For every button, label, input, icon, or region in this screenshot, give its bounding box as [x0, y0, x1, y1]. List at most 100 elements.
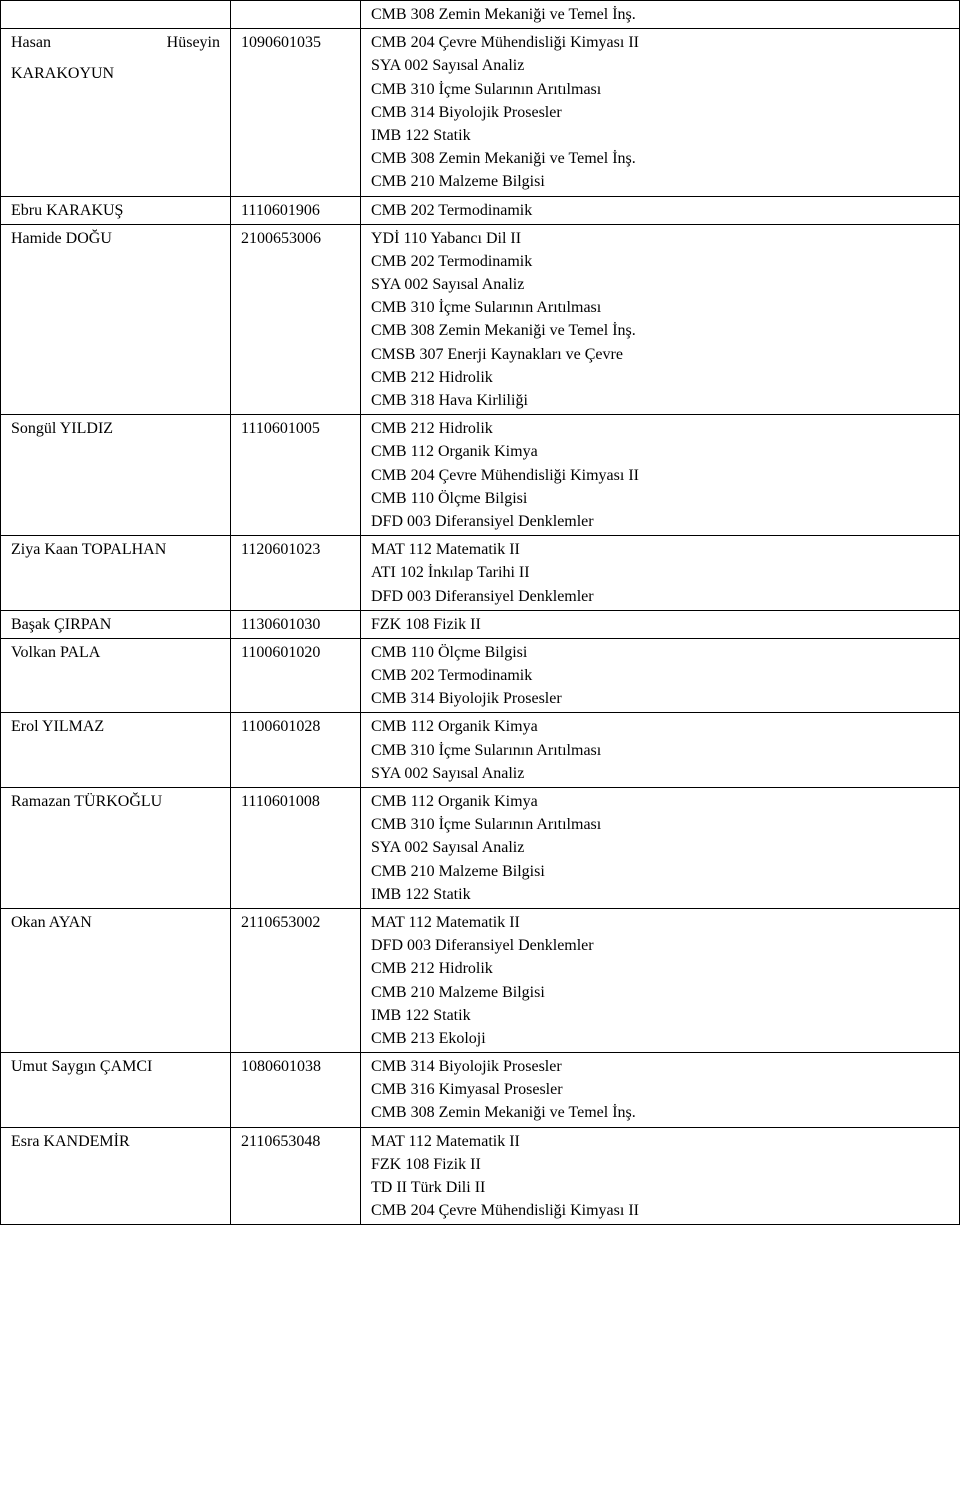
courses-cell: CMB 308 Zemin Mekaniği ve Temel İnş. [361, 1, 960, 29]
student-name: Ziya Kaan TOPALHAN [11, 541, 166, 558]
courses-cell: MAT 112 Matematik IIFZK 108 Fizik IITD I… [361, 1127, 960, 1225]
courses-cell: CMB 204 Çevre Mühendisliği Kimyası IISYA… [361, 29, 960, 196]
student-middle-name: Hüseyin [167, 31, 220, 54]
courses-cell: MAT 112 Matematik IIDFD 003 Diferansiyel… [361, 908, 960, 1052]
course-entry: CMB 204 Çevre Mühendisliği Kimyası II [371, 31, 949, 54]
student-id-cell: 1110601005 [231, 415, 361, 536]
course-entry: CMB 210 Malzeme Bilgisi [371, 860, 949, 883]
course-entry: CMSB 307 Enerji Kaynakları ve Çevre [371, 343, 949, 366]
table-row: Okan AYAN 2110653002 MAT 112 Matematik IID… [1, 908, 960, 1052]
student-name-cell: Umut Saygın ÇAMCI [1, 1053, 231, 1128]
course-entry: CMB 316 Kimyasal Prosesler [371, 1078, 949, 1101]
student-id: 1100601020 [241, 644, 320, 661]
student-name-cell [1, 1, 231, 29]
course-entry: CMB 204 Çevre Mühendisliği Kimyası II [371, 1199, 949, 1222]
course-entry: ATI 102 İnkılap Tarihi II [371, 561, 949, 584]
course-entry: IMB 122 Statik [371, 1004, 949, 1027]
courses-cell: MAT 112 Matematik IIATI 102 İnkılap Tari… [361, 536, 960, 611]
student-name-cell: Esra KANDEMİR [1, 1127, 231, 1225]
student-id: 1110601906 [241, 202, 320, 219]
student-name-cell: Songül YILDIZ [1, 415, 231, 536]
course-entry: CMB 314 Biyolojik Prosesler [371, 1055, 949, 1078]
course-entry: CMB 310 İçme Sularının Arıtılması [371, 739, 949, 762]
student-name-cell: Erol YILMAZ [1, 713, 231, 788]
student-name: Okan AYAN [11, 914, 92, 931]
course-entry: TD II Türk Dili II [371, 1176, 949, 1199]
course-entry: CMB 310 İçme Sularının Arıtılması [371, 813, 949, 836]
student-id: 1110601008 [241, 793, 320, 810]
course-entry: CMB 310 İçme Sularının Arıtılması [371, 78, 949, 101]
course-entry: CMB 112 Organik Kimya [371, 790, 949, 813]
course-entry: MAT 112 Matematik II [371, 538, 949, 561]
course-entry: CMB 110 Ölçme Bilgisi [371, 641, 949, 664]
student-id-cell: 1120601023 [231, 536, 361, 611]
courses-cell: CMB 112 Organik KimyaCMB 310 İçme Suları… [361, 713, 960, 788]
student-id-cell: 2110653048 [231, 1127, 361, 1225]
course-entry: CMB 204 Çevre Mühendisliği Kimyası II [371, 464, 949, 487]
course-entry: CMB 318 Hava Kirliliği [371, 389, 949, 412]
courses-cell: CMB 110 Ölçme BilgisiCMB 202 Termodinami… [361, 638, 960, 713]
course-entry: CMB 308 Zemin Mekaniği ve Temel İnş. [371, 147, 949, 170]
student-id-cell: 1130601030 [231, 610, 361, 638]
table-row: Volkan PALA 1100601020 CMB 110 Ölçme Bilgi… [1, 638, 960, 713]
course-entry: CMB 308 Zemin Mekaniği ve Temel İnş. [371, 3, 949, 26]
course-entry: CMB 202 Termodinamik [371, 664, 949, 687]
table-row: Umut Saygın ÇAMCI 1080601038 CMB 314 Biyol… [1, 1053, 960, 1128]
table-row: Ebru KARAKUŞ1110601906CMB 202 Termodinam… [1, 196, 960, 224]
course-entry: SYA 002 Sayısal Analiz [371, 762, 949, 785]
course-entry: FZK 108 Fizik II [371, 613, 949, 636]
student-name-cell: HasanHüseyinKARAKOYUN [1, 29, 231, 196]
courses-cell: CMB 212 HidrolikCMB 112 Organik KimyaCMB… [361, 415, 960, 536]
table-row: Hamide DOĞU2100653006YDİ 110 Yabancı Dil… [1, 224, 960, 415]
student-name: Erol YILMAZ [11, 718, 104, 735]
student-name-cell: Başak ÇIRPAN [1, 610, 231, 638]
table-row: Erol YILMAZ 1100601028 CMB 112 Organik Kim… [1, 713, 960, 788]
course-entry: CMB 110 Ölçme Bilgisi [371, 487, 949, 510]
student-name: Ebru KARAKUŞ [11, 202, 123, 219]
student-id: 1090601035 [241, 34, 321, 51]
student-name-cell: Ziya Kaan TOPALHAN [1, 536, 231, 611]
student-id: 1080601038 [241, 1058, 321, 1075]
student-id-cell: 1100601028 [231, 713, 361, 788]
student-id: 2100653006 [241, 230, 321, 247]
course-entry: MAT 112 Matematik II [371, 1130, 949, 1153]
course-entry: CMB 212 Hidrolik [371, 366, 949, 389]
student-id-cell [231, 1, 361, 29]
table-row: HasanHüseyinKARAKOYUN 1090601035 CMB 204 Ç… [1, 29, 960, 196]
student-id-cell: 1110601906 [231, 196, 361, 224]
student-name: Esra KANDEMİR [11, 1133, 130, 1150]
student-name: Ramazan TÜRKOĞLU [11, 793, 162, 810]
courses-cell: CMB 314 Biyolojik ProseslerCMB 316 Kimya… [361, 1053, 960, 1128]
course-entry: DFD 003 Diferansiyel Denklemler [371, 934, 949, 957]
student-name: Umut Saygın ÇAMCI [11, 1058, 152, 1075]
student-id-cell: 2100653006 [231, 224, 361, 415]
course-entry: CMB 314 Biyolojik Prosesler [371, 101, 949, 124]
course-entry: IMB 122 Statik [371, 124, 949, 147]
course-entry: CMB 210 Malzeme Bilgisi [371, 981, 949, 1004]
student-name-cell: Volkan PALA [1, 638, 231, 713]
student-id: 1130601030 [241, 616, 320, 633]
courses-cell: FZK 108 Fizik II [361, 610, 960, 638]
student-name: Hamide DOĞU [11, 230, 112, 247]
courses-cell: CMB 112 Organik KimyaCMB 310 İçme Suları… [361, 788, 960, 909]
student-id-cell: 1110601008 [231, 788, 361, 909]
student-name-cell: Okan AYAN [1, 908, 231, 1052]
course-entry: MAT 112 Matematik II [371, 911, 949, 934]
student-id: 2110653002 [241, 914, 320, 931]
student-id-cell: 1090601035 [231, 29, 361, 196]
course-entry: CMB 308 Zemin Mekaniği ve Temel İnş. [371, 319, 949, 342]
course-entry: CMB 112 Organik Kimya [371, 440, 949, 463]
table-row: Başak ÇIRPAN 1130601030 FZK 108 Fizik II [1, 610, 960, 638]
student-name-cell: Ramazan TÜRKOĞLU [1, 788, 231, 909]
student-id-cell: 2110653002 [231, 908, 361, 1052]
table-row: Ziya Kaan TOPALHAN1120601023MAT 112 Mate… [1, 536, 960, 611]
course-entry: CMB 310 İçme Sularının Arıtılması [371, 296, 949, 319]
student-id: 1100601028 [241, 718, 320, 735]
student-id: 2110653048 [241, 1133, 320, 1150]
table-row: CMB 308 Zemin Mekaniği ve Temel İnş. [1, 1, 960, 29]
table-row: Ramazan TÜRKOĞLU 1110601008 CMB 112 Organi… [1, 788, 960, 909]
table-row: Songül YILDIZ1110601005CMB 212 HidrolikC… [1, 415, 960, 536]
course-entry: CMB 212 Hidrolik [371, 417, 949, 440]
course-entry: DFD 003 Diferansiyel Denklemler [371, 585, 949, 608]
student-name-cell: Hamide DOĞU [1, 224, 231, 415]
